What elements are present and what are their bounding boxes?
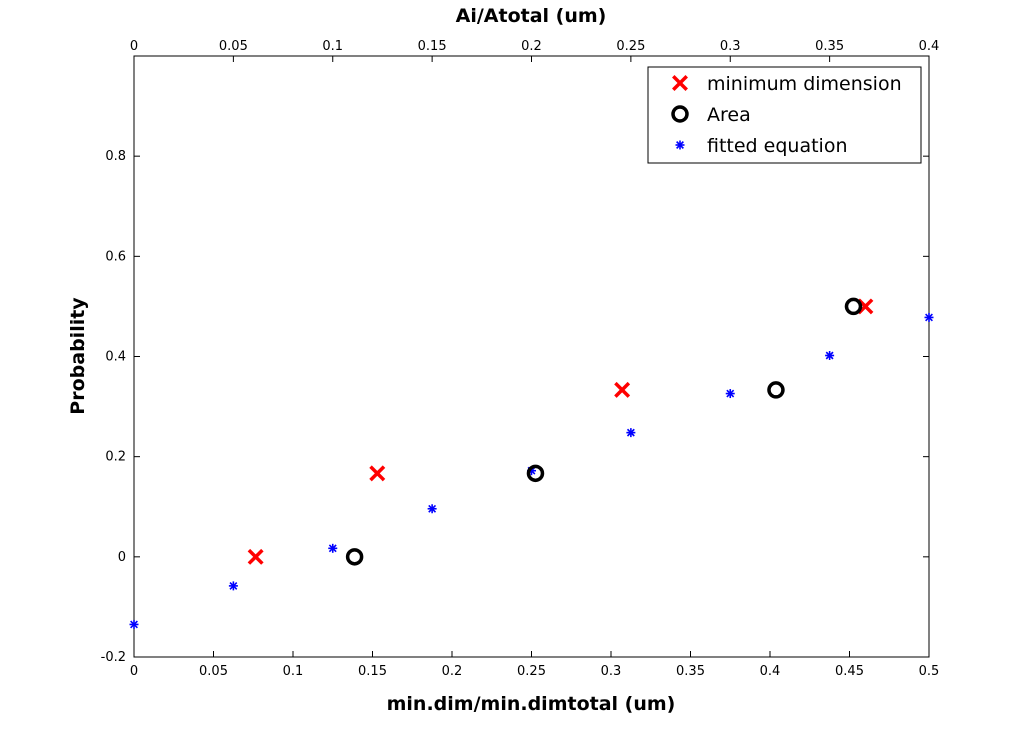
x-bottom-tick-label: 0.1 — [283, 664, 304, 679]
x-axis-title-top: Ai/Atotal (um) — [456, 5, 607, 27]
x-top-tick-label: 0.05 — [219, 39, 248, 54]
x-bottom-tick-label: 0.35 — [676, 664, 705, 679]
y-axis-title: Probability — [67, 297, 89, 415]
x-top-tick-label: 0.2 — [521, 39, 542, 54]
x-top-tick-label: 0.3 — [720, 39, 741, 54]
legend-marker-minimum-dimension — [672, 75, 688, 91]
legend-markers — [671, 75, 689, 150]
legend-box — [647, 66, 922, 164]
point-fitted-equation — [427, 504, 437, 514]
x-axis-title-bottom: min.dim/min.dimtotal (um) — [387, 693, 676, 715]
y-tick-label: 0.8 — [105, 149, 126, 164]
x-top-tick-label: 0.25 — [616, 39, 645, 54]
x-bottom-tick-label: 0.3 — [601, 664, 622, 679]
point-area — [767, 381, 785, 399]
legend-marker-fitted-equation — [675, 140, 685, 150]
x-top-tick-label: 0 — [130, 39, 138, 54]
x-bottom-tick-label: 0.5 — [919, 664, 940, 679]
legend-label-area: Area — [707, 104, 751, 126]
x-bottom-tick-label: 0.2 — [442, 664, 463, 679]
data-markers — [129, 297, 934, 629]
point-fitted-equation — [129, 619, 139, 629]
x-top-tick-label: 0.4 — [919, 39, 940, 54]
x-bottom-tick-label: 0.15 — [358, 664, 387, 679]
point-fitted-equation — [228, 581, 238, 591]
point-minimum-dimension — [369, 465, 386, 482]
y-tick-label: 0 — [118, 550, 126, 565]
x-top-tick-label: 0.35 — [815, 39, 844, 54]
point-area — [844, 297, 863, 316]
point-area — [526, 464, 545, 483]
legend-label-minimum-dimension: minimum dimension — [707, 73, 902, 95]
legend-label-fitted-equation: fitted equation — [707, 135, 848, 157]
x-top-tick-label: 0.1 — [322, 39, 343, 54]
legend: minimum dimension Area fitted equation — [647, 66, 922, 164]
point-fitted-equation — [924, 312, 934, 322]
x-bottom-tick-label: 0.4 — [760, 664, 781, 679]
x-top-tick-label: 0.15 — [418, 39, 447, 54]
point-fitted-equation — [825, 350, 835, 360]
point-minimum-dimension — [857, 298, 874, 315]
legend-marker-area — [671, 105, 689, 123]
point-fitted-equation — [725, 389, 735, 399]
point-fitted-equation — [626, 428, 636, 438]
axis-ticks — [133, 56, 930, 658]
point-fitted-equation — [328, 543, 338, 553]
y-tick-label: 0.6 — [105, 249, 126, 264]
x-bottom-tick-label: 0.05 — [199, 664, 228, 679]
x-bottom-tick-label: 0.25 — [517, 664, 546, 679]
point-minimum-dimension — [247, 548, 264, 565]
point-minimum-dimension — [614, 381, 631, 398]
axis-tick-labels: 0 0.05 0.1 0.15 0.2 0.25 0.3 0.35 0.4 0.45 0.5 0 0.0… — [101, 39, 940, 679]
y-tick-label: -0.2 — [101, 650, 126, 665]
y-tick-label: 0.2 — [105, 450, 126, 465]
x-bottom-tick-label: 0 — [130, 664, 138, 679]
y-tick-label: 0.4 — [105, 350, 126, 365]
x-bottom-tick-label: 0.45 — [835, 664, 864, 679]
point-area — [345, 548, 364, 566]
